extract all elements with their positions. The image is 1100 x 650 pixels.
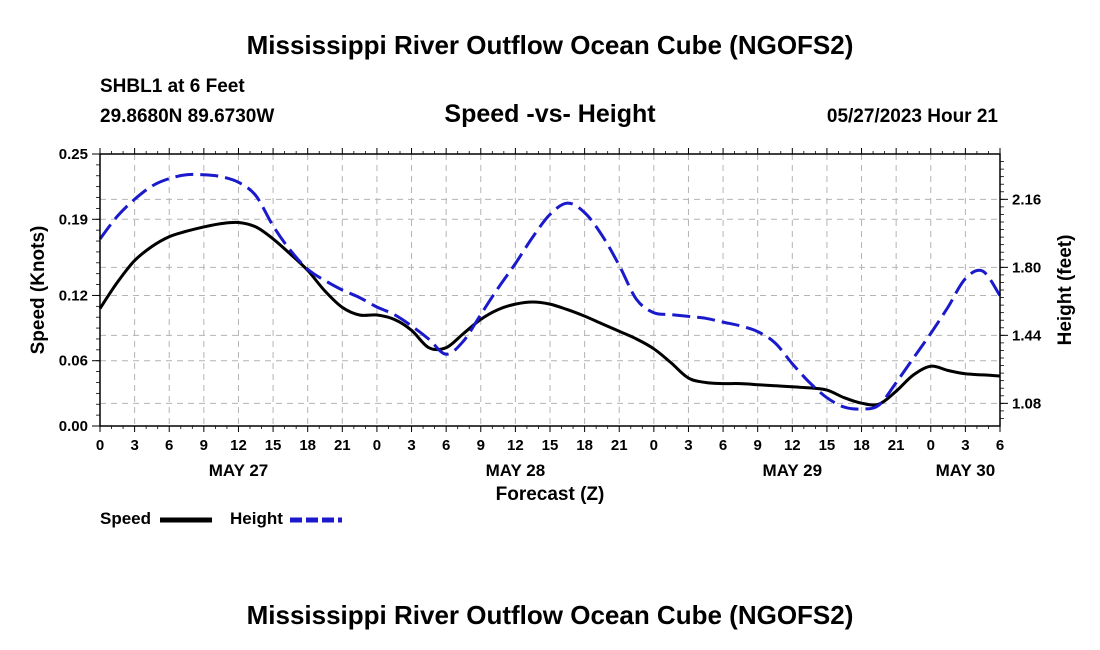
x-tick-label: 18	[576, 437, 593, 454]
height-series-line	[98, 172, 1002, 411]
x-tick-label: 0	[373, 437, 381, 454]
coordinates-label: 29.8680N 89.6730W	[100, 106, 275, 127]
x-tick-label: 18	[853, 437, 870, 454]
x-axis-title: Forecast (Z)	[496, 484, 605, 505]
chart-subtitle: Speed -vs- Height	[444, 100, 656, 128]
footer-title: Mississippi River Outflow Ocean Cube (NG…	[246, 600, 854, 630]
speed-series-line	[98, 220, 1001, 407]
x-tick-label: 0	[96, 437, 104, 454]
y-tick-label: 0.19	[59, 211, 88, 228]
y-axis-title: Speed (Knots)	[28, 226, 49, 355]
y2-tick-label: 1.80	[1012, 259, 1041, 276]
chart-axes: 0 3 6 9 12 15 18 21 0 3 6 9 12 15 18 21 0 3 6 9 12 15 18 21 0 3 6M…	[59, 146, 1042, 480]
y2-tick-label: 1.44	[1012, 327, 1042, 344]
legend-height-label: Height	[230, 509, 283, 528]
y-tick-label: 0.25	[59, 146, 88, 163]
x-tick-label: 3	[130, 437, 138, 454]
date-label: MAY 27	[209, 461, 269, 480]
x-tick-label: 9	[477, 437, 485, 454]
x-tick-label: 6	[442, 437, 450, 454]
x-tick-label: 21	[611, 437, 628, 454]
x-tick-label: 9	[200, 437, 208, 454]
x-tick-label: 18	[299, 437, 316, 454]
y-tick-label: 0.00	[59, 418, 88, 435]
chart-grid	[100, 154, 1000, 426]
x-tick-label: 15	[542, 437, 559, 454]
x-tick-label: 15	[265, 437, 282, 454]
x-tick-label: 3	[961, 437, 969, 454]
page-title: Mississippi River Outflow Ocean Cube (NG…	[246, 30, 854, 60]
y2-tick-label: 1.08	[1012, 395, 1041, 412]
station-label: SHBL1 at 6 Feet	[100, 76, 245, 97]
x-tick-label: 6	[165, 437, 173, 454]
x-tick-label: 0	[927, 437, 935, 454]
date-label: MAY 29	[763, 461, 823, 480]
date-label: MAY 30	[936, 461, 996, 480]
date-label: MAY 28	[486, 461, 546, 480]
x-tick-label: 15	[819, 437, 836, 454]
x-tick-label: 12	[507, 437, 524, 454]
y-tick-label: 0.06	[59, 353, 88, 370]
y2-axis-title: Height (feet)	[1055, 235, 1076, 346]
x-tick-label: 12	[784, 437, 801, 454]
datetime-label: 05/27/2023 Hour 21	[826, 106, 998, 127]
x-tick-label: 6	[996, 437, 1004, 454]
x-tick-label: 21	[888, 437, 905, 454]
chart-series	[98, 172, 1002, 411]
x-tick-label: 12	[230, 437, 247, 454]
y-tick-label: 0.12	[59, 287, 88, 304]
x-tick-label: 9	[754, 437, 762, 454]
x-tick-label: 3	[407, 437, 415, 454]
x-tick-label: 21	[334, 437, 351, 454]
x-tick-label: 6	[719, 437, 727, 454]
x-tick-label: 3	[684, 437, 692, 454]
legend-speed-label: Speed	[100, 509, 152, 528]
x-tick-label: 0	[650, 437, 658, 454]
y2-tick-label: 2.16	[1012, 191, 1041, 208]
